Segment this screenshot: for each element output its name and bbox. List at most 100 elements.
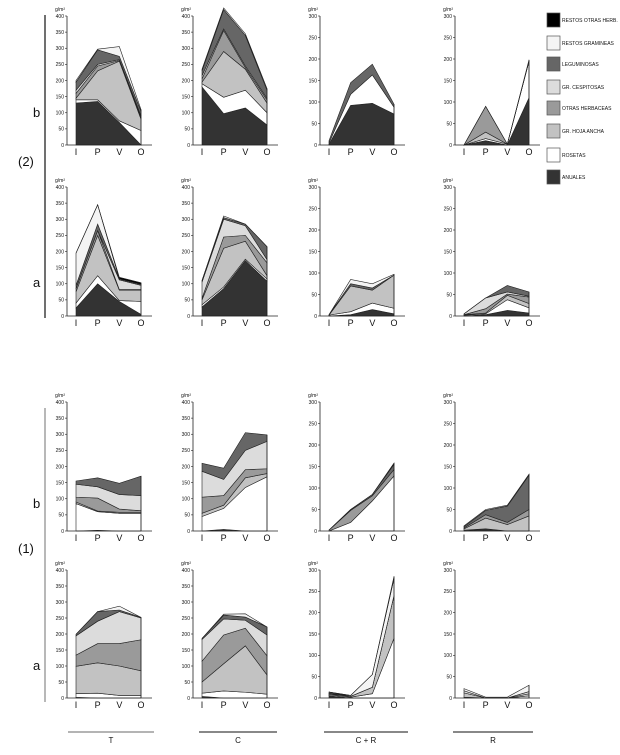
y-tick-label: 200 xyxy=(182,464,191,470)
y-tick-label: 150 xyxy=(56,648,65,654)
y-axis-unit: g/m² xyxy=(55,7,65,13)
y-tick-label: 300 xyxy=(309,568,318,574)
y-tick-label: 0 xyxy=(314,696,317,702)
y-tick-label: 150 xyxy=(56,265,65,271)
y-tick-label: 200 xyxy=(309,57,318,63)
column-label-cr: C + R xyxy=(356,736,377,745)
y-tick-label: 100 xyxy=(56,497,65,503)
legend-swatch xyxy=(546,12,561,28)
y-tick-label: 0 xyxy=(187,696,190,702)
y-tick-label: 0 xyxy=(449,314,452,320)
y-axis-unit: g/m² xyxy=(443,178,453,184)
x-tick-label: I xyxy=(75,318,78,328)
y-tick-label: 200 xyxy=(182,78,191,84)
y-axis-unit: g/m² xyxy=(55,561,65,567)
y-tick-label: 250 xyxy=(444,35,453,41)
y-tick-label: 50 xyxy=(58,127,64,133)
x-tick-label: P xyxy=(483,318,489,328)
y-tick-label: 200 xyxy=(444,57,453,63)
y-tick-label: 0 xyxy=(187,143,190,149)
x-tick-label: V xyxy=(369,700,375,710)
y-tick-label: 150 xyxy=(182,480,191,486)
y-tick-label: 150 xyxy=(309,249,318,255)
y-tick-label: 50 xyxy=(446,292,452,298)
y-tick-label: 150 xyxy=(309,632,318,638)
x-tick-label: P xyxy=(348,533,354,543)
y-tick-label: 200 xyxy=(444,228,453,234)
y-tick-label: 100 xyxy=(56,664,65,670)
y-tick-label: 150 xyxy=(444,632,453,638)
x-tick-label: P xyxy=(95,700,101,710)
y-tick-label: 50 xyxy=(58,298,64,304)
x-tick-label: V xyxy=(116,147,122,157)
y-tick-label: 250 xyxy=(182,616,191,622)
x-tick-label: O xyxy=(263,147,270,157)
y-tick-label: 50 xyxy=(184,298,190,304)
x-tick-label: O xyxy=(263,533,270,543)
y-tick-label: 350 xyxy=(56,201,65,207)
x-tick-label: I xyxy=(463,533,466,543)
x-tick-label: O xyxy=(525,700,532,710)
y-tick-label: 250 xyxy=(309,421,318,427)
x-tick-label: V xyxy=(242,318,248,328)
x-tick-label: O xyxy=(137,147,144,157)
x-tick-label: P xyxy=(221,700,227,710)
y-axis-unit: g/m² xyxy=(181,393,191,399)
y-tick-label: 250 xyxy=(444,206,453,212)
y-tick-label: 250 xyxy=(56,233,65,239)
x-tick-label: I xyxy=(201,700,204,710)
x-tick-label: P xyxy=(95,318,101,328)
y-tick-label: 100 xyxy=(444,653,453,659)
row-label-2b: b xyxy=(33,105,40,120)
y-tick-label: 100 xyxy=(182,282,191,288)
x-tick-label: V xyxy=(504,533,510,543)
legend-label: OTRAS HERBACEAS xyxy=(562,106,612,112)
x-tick-label: I xyxy=(328,147,331,157)
y-tick-label: 300 xyxy=(309,185,318,191)
legend-item-gr_hoja_ancha: GR. HOJA ANCHA xyxy=(546,123,605,139)
y-tick-label: 200 xyxy=(56,249,65,255)
y-tick-label: 200 xyxy=(56,464,65,470)
legend-item-leguminosas: LEGUMINOSAS xyxy=(546,56,599,72)
x-tick-label: O xyxy=(525,147,532,157)
legend-item-otras_herbaceas: OTRAS HERBACEAS xyxy=(546,100,612,116)
y-tick-label: 300 xyxy=(444,14,453,20)
y-tick-label: 250 xyxy=(309,589,318,595)
y-tick-label: 200 xyxy=(56,78,65,84)
x-tick-label: I xyxy=(201,318,204,328)
y-tick-label: 0 xyxy=(61,143,64,149)
y-tick-label: 0 xyxy=(187,529,190,535)
y-tick-label: 50 xyxy=(184,513,190,519)
y-tick-label: 250 xyxy=(444,421,453,427)
legend-label: GR. CESPITOSAS xyxy=(562,85,605,91)
x-tick-label: V xyxy=(504,318,510,328)
legend-item-restos_gramineas: RESTOS GRAMINEAS xyxy=(546,35,615,51)
x-tick-label: O xyxy=(390,700,397,710)
x-tick-label: P xyxy=(483,147,489,157)
x-tick-label: P xyxy=(95,147,101,157)
x-tick-label: I xyxy=(463,700,466,710)
y-tick-label: 400 xyxy=(56,14,65,20)
y-tick-label: 300 xyxy=(309,400,318,406)
x-tick-label: P xyxy=(348,318,354,328)
x-tick-label: P xyxy=(95,533,101,543)
y-tick-label: 400 xyxy=(182,185,191,191)
x-tick-label: I xyxy=(328,700,331,710)
y-axis-unit: g/m² xyxy=(443,561,453,567)
y-tick-label: 250 xyxy=(182,62,191,68)
row-label-1a: a xyxy=(33,658,41,673)
y-tick-label: 350 xyxy=(182,30,191,36)
y-tick-label: 50 xyxy=(446,507,452,513)
y-tick-label: 0 xyxy=(449,529,452,535)
y-tick-label: 350 xyxy=(56,416,65,422)
row-label-2a: a xyxy=(33,275,41,290)
x-tick-label: P xyxy=(221,533,227,543)
